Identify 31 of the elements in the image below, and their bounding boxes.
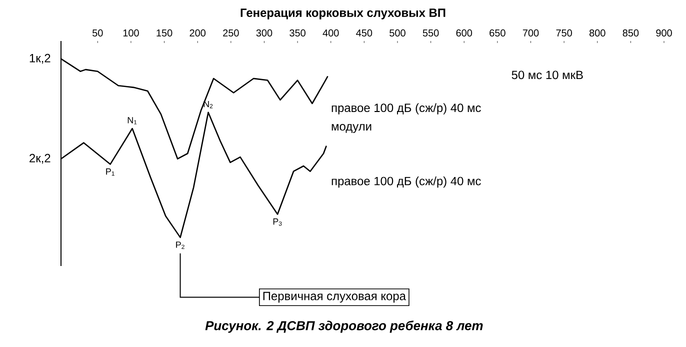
x-tick-label: 500 — [390, 29, 406, 36]
annotation: P$_{2}$ — [176, 242, 184, 249]
x-tick-label: 550 — [422, 29, 439, 36]
text: Первичная слуховая кора — [263, 292, 406, 303]
annotation: 50 мс 10 мкВ — [512, 70, 583, 80]
x-tick-label: 50 — [92, 29, 103, 36]
annotation: P$_{1}$ — [106, 168, 114, 176]
x-tick-label: 750 — [556, 29, 572, 36]
annotation: модули — [332, 124, 372, 133]
annotation: правое 100 дБ (сж/р) 40 мс — [332, 103, 481, 114]
text: Рисунок. 2 ДСВП здорового ребенка 8 лет — [205, 320, 483, 333]
x-tick-label: 700 — [522, 29, 539, 36]
x-tick-label: 300 — [256, 29, 272, 36]
x-tick-label: 350 — [290, 29, 306, 36]
x-tick-label: 400 — [322, 29, 339, 36]
annotation: P$_{3}$ — [273, 218, 282, 226]
x-tick-label: 100 — [123, 29, 139, 36]
series-label: 1к,2 — [30, 54, 50, 64]
x-tick-label: 900 — [656, 29, 672, 36]
x-tick-label: 450 — [356, 29, 372, 36]
annotation: правое 100 дБ (сж/р) 40 мс — [332, 176, 481, 188]
x-tick-label: 650 — [490, 29, 506, 36]
x-tick-label: 250 — [223, 29, 239, 36]
x-tick-label: 800 — [590, 29, 606, 36]
x-tick-label: 850 — [622, 29, 639, 36]
chart-title: Генерация корковых слуховых ВП — [240, 8, 446, 20]
x-tick-label: 200 — [190, 29, 206, 36]
annotation: N$_{1}$ — [128, 117, 137, 124]
series-label: 2к,2 — [30, 154, 50, 164]
x-tick-label: 600 — [456, 29, 472, 36]
x-tick-label: 150 — [156, 29, 172, 36]
